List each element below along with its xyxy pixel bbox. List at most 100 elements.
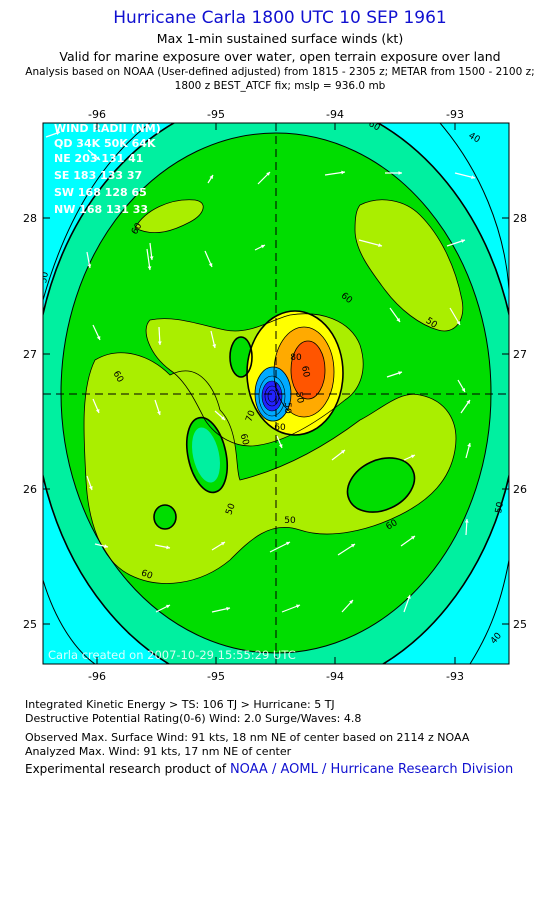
contour-label: 40	[28, 433, 39, 446]
lon-label-bottom: -94	[326, 670, 344, 683]
contour-50-inner	[186, 416, 228, 494]
contour-label: 70	[244, 409, 257, 423]
contour-label: 60	[299, 365, 311, 378]
wind-radii-title: WIND RADII (NM)	[54, 122, 161, 135]
field-60kt-south	[83, 352, 456, 584]
wind-vector-arrow	[157, 326, 162, 346]
contour-60-northwest	[134, 199, 204, 234]
subtitle-analysis-sources: Analysis based on NOAA (User-defined adj…	[25, 66, 535, 78]
wind-vector-arrow	[446, 239, 466, 247]
wind-vector-arrow	[454, 172, 476, 179]
contour-50-east	[346, 457, 416, 513]
wind-vector-arrow	[155, 604, 171, 613]
wind-vector-arrow	[464, 518, 469, 536]
wind-vector-arrow	[457, 379, 466, 393]
contour-label: 60	[238, 433, 251, 447]
field-inner-aqua	[192, 427, 220, 483]
contour-50-nw	[229, 336, 253, 378]
contour-90	[290, 340, 326, 400]
contour-label: 50	[224, 502, 237, 516]
wind-vector-arrow	[86, 251, 92, 269]
contour-outer-nw	[43, 123, 151, 301]
wind-vector-arrow	[389, 307, 401, 323]
wind-vector-arrow	[154, 544, 171, 550]
lat-label-right: 26	[513, 483, 527, 496]
lat-label-left: 25	[23, 618, 37, 631]
axis-ticks	[43, 123, 509, 664]
field-inner-green-east	[347, 457, 415, 513]
lon-label-top: -96	[88, 108, 106, 121]
lat-label-right: 27	[513, 348, 527, 361]
wind-vector-arrow	[403, 594, 411, 613]
contour-label: 50	[282, 402, 292, 414]
wind-vector-arrow	[257, 171, 271, 185]
wind-vector-arrow	[465, 442, 471, 459]
wind-vector-arrow	[211, 606, 231, 613]
wind-vector-arrow	[146, 248, 152, 271]
contour-eye	[261, 380, 283, 412]
footer-credit: Experimental research product of NOAA / …	[25, 762, 513, 777]
contour-60-south	[83, 352, 457, 584]
wind-vector-arrow	[86, 475, 93, 491]
wind-vector-arrow	[94, 543, 109, 549]
wind-vector-arrow	[154, 399, 161, 416]
lat-label-right: 25	[513, 618, 527, 631]
contour-label: 50	[39, 271, 51, 284]
lat-label-left: 28	[23, 212, 37, 225]
subtitle-exposure: Valid for marine exposure over water, op…	[59, 49, 501, 64]
wind-radii-table: WIND RADII (NM) QD 34K 50K 64K NE 203 13…	[54, 122, 161, 216]
contour-label: 60	[140, 568, 154, 581]
contour-outer-sw	[43, 579, 96, 664]
wind-vector-arrow	[149, 242, 154, 261]
wind-vector-arrow	[45, 131, 61, 138]
plot-frame	[42, 122, 510, 665]
creation-credit: Carla created on 2007-10-29 15:55:29 UTC	[48, 648, 296, 662]
hrd-link[interactable]: NOAA / AOML / Hurricane Research Divisio…	[229, 762, 514, 777]
field-90kt	[291, 341, 325, 399]
wind-vector-arrow	[403, 454, 416, 461]
wind-vector-arrow	[207, 174, 214, 184]
wind-vector-arrow	[400, 535, 416, 547]
lon-label-bottom: -96	[88, 670, 106, 683]
contour-eye-mid	[258, 375, 286, 417]
observed-max-wind: Observed Max. Surface Wind: 91 kts, 18 n…	[25, 731, 470, 744]
footer-prefix: Experimental research product of	[25, 762, 227, 776]
contour-50-sw	[153, 504, 177, 530]
lon-label-bottom: -93	[446, 670, 464, 683]
contour-60-east	[354, 199, 464, 332]
contour-label: 80	[290, 353, 302, 363]
contour-outer-ne	[439, 123, 509, 291]
wind-radii-row: NE 203 131 41	[54, 152, 143, 165]
wind-vector-arrow	[324, 170, 346, 176]
wind-radii-header: QD 34K 50K 64K	[54, 137, 156, 150]
contour-outer-se	[469, 559, 509, 664]
wind-radii-row: NW 168 131 33	[54, 203, 148, 216]
contour-60-core	[145, 313, 364, 447]
contour-70	[246, 310, 344, 436]
wind-vector-arrow	[449, 307, 461, 326]
lon-label-bottom: -95	[207, 670, 225, 683]
field-60kt-northwest	[135, 199, 204, 233]
wind-vector-arrow	[341, 599, 354, 613]
wind-vector-arrow	[281, 604, 301, 613]
wind-vector-arrow	[87, 149, 101, 161]
lon-label-top: -95	[207, 108, 225, 121]
analyzed-max-wind: Analyzed Max. Wind: 91 kts, 17 nm NE of …	[25, 745, 292, 758]
destructive-potential-rating: Destructive Potential Rating(0-6) Wind: …	[25, 712, 362, 725]
field-inner-green-sw	[154, 505, 176, 529]
wind-vector-arrow	[337, 543, 356, 556]
wind-vector-arrow	[92, 398, 100, 414]
wind-vector-arrow	[460, 399, 471, 414]
wind-vector-arrow	[331, 449, 346, 461]
wind-radii-row: SW 168 128 65	[54, 186, 147, 199]
contour-label: 50	[284, 516, 296, 526]
wind-vector-arrow	[204, 250, 213, 268]
wind-vector-arrow	[276, 435, 283, 449]
lon-label-top: -93	[446, 108, 464, 121]
wind-vector-arrow	[211, 541, 226, 551]
field-60kt-east	[355, 199, 463, 331]
subtitle-wind-type: Max 1-min sustained surface winds (kt)	[156, 31, 404, 46]
contour-label: 60	[274, 423, 286, 433]
